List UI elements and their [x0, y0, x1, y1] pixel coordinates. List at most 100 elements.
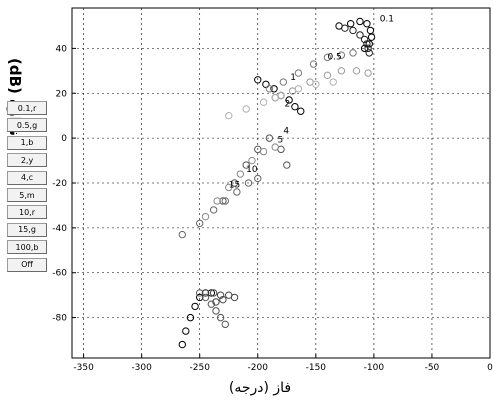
data-point [209, 289, 218, 297]
data-point [216, 291, 225, 299]
data-point [196, 219, 204, 228]
series-7 [201, 143, 279, 221]
data-point [360, 44, 369, 53]
annotation-label: 15 [229, 180, 240, 190]
data-point [367, 33, 376, 41]
y-tick-label: 0 [61, 134, 67, 144]
frequency-button[interactable]: 0.5,g [7, 118, 47, 133]
data-point [337, 51, 346, 59]
data-point [244, 179, 253, 187]
data-point [285, 96, 293, 104]
data-point [365, 49, 373, 57]
annotation-label: 0.5 [327, 53, 341, 63]
frequency-button[interactable]: 5,m [7, 188, 47, 202]
y-tick-label: 20 [56, 89, 68, 99]
x-axis-label: فاز (درجه) [228, 380, 292, 396]
data-point [196, 293, 204, 302]
tick-labels: -350 -300 -250 -200 -150 -100 -50 0-80-60-40-20… [52, 44, 493, 373]
data-point [323, 53, 332, 62]
data-point [323, 71, 332, 80]
data-point [265, 85, 274, 93]
annotation-label: 0.1 [380, 14, 394, 24]
grid [72, 8, 491, 358]
annotation-label: 1 [290, 73, 296, 83]
data-point [191, 302, 199, 311]
data-point [201, 212, 210, 221]
data-point [352, 67, 361, 75]
series-8 [178, 174, 262, 239]
data-point [186, 313, 195, 322]
series-11 [201, 289, 239, 306]
data-point [294, 69, 303, 77]
data-point [225, 111, 233, 120]
data-point [225, 183, 233, 192]
frequency-button[interactable]: 15,g [7, 222, 47, 237]
annotation-label: 5 [278, 136, 284, 146]
annotation-label: 10 [246, 165, 258, 175]
data-point [201, 289, 210, 297]
data-point [207, 300, 216, 308]
x-tick-label: -300 [131, 363, 152, 373]
y-tick-label: -80 [52, 314, 67, 324]
data-point [271, 143, 279, 151]
data-point [294, 85, 303, 93]
data-point [262, 80, 270, 88]
y-tick-label: 40 [56, 44, 68, 54]
data-point [216, 313, 225, 322]
data-point [277, 91, 285, 100]
x-tick-label: -350 [73, 363, 94, 373]
y-tick-label: -20 [52, 179, 67, 189]
data-point [209, 206, 218, 214]
data-point [363, 20, 371, 28]
series-1 [341, 24, 373, 57]
data-point [337, 67, 346, 75]
data-point [178, 230, 187, 239]
data-point [270, 85, 278, 93]
data-point [279, 78, 288, 86]
annotations: 0.1 0.5 1 2 45 10 15 [229, 14, 394, 190]
data-point [341, 24, 349, 32]
data-point [248, 156, 256, 165]
data-point [219, 197, 227, 205]
frequency-button[interactable]: 0.1,r [7, 101, 47, 115]
x-tick-label: -150 [306, 363, 327, 373]
data-point [254, 76, 262, 84]
data-point [182, 327, 190, 335]
data-point [178, 340, 187, 349]
series-0 [335, 17, 376, 53]
data-point [365, 40, 373, 48]
data-point [363, 40, 371, 48]
x-tick-label: -200 [248, 363, 269, 373]
data-point [309, 60, 318, 68]
data-point [360, 35, 369, 44]
data-point [283, 161, 291, 169]
frequency-button[interactable]: 2,y [7, 153, 47, 168]
frequency-button[interactable]: 100,b [7, 240, 47, 255]
frequency-button[interactable]: Off [7, 257, 47, 272]
series-10 [196, 289, 229, 329]
data-point [242, 161, 250, 169]
frequency-button[interactable]: 4,c [7, 170, 47, 185]
data-point [297, 107, 305, 115]
data-point [230, 179, 239, 187]
data-point [213, 197, 221, 205]
x-tick-label: -100 [364, 363, 385, 373]
data-point [356, 17, 364, 26]
data-point [259, 98, 268, 106]
frequency-button[interactable]: 10,r [7, 205, 47, 220]
annotation-label: 4 [283, 127, 289, 137]
annotation-label: 2 [284, 100, 290, 110]
frequency-button[interactable]: 1,b [7, 135, 47, 150]
x-tick-label: 0 [487, 363, 493, 373]
data-point [236, 170, 245, 178]
data-point [356, 31, 364, 39]
data-point [312, 80, 320, 88]
data-point [233, 188, 241, 196]
data-point [291, 103, 299, 111]
series-5 [225, 78, 337, 120]
data-point [196, 289, 204, 297]
x-tick-label: -50 [425, 363, 440, 373]
data-point [242, 105, 250, 113]
data-point [207, 289, 216, 297]
